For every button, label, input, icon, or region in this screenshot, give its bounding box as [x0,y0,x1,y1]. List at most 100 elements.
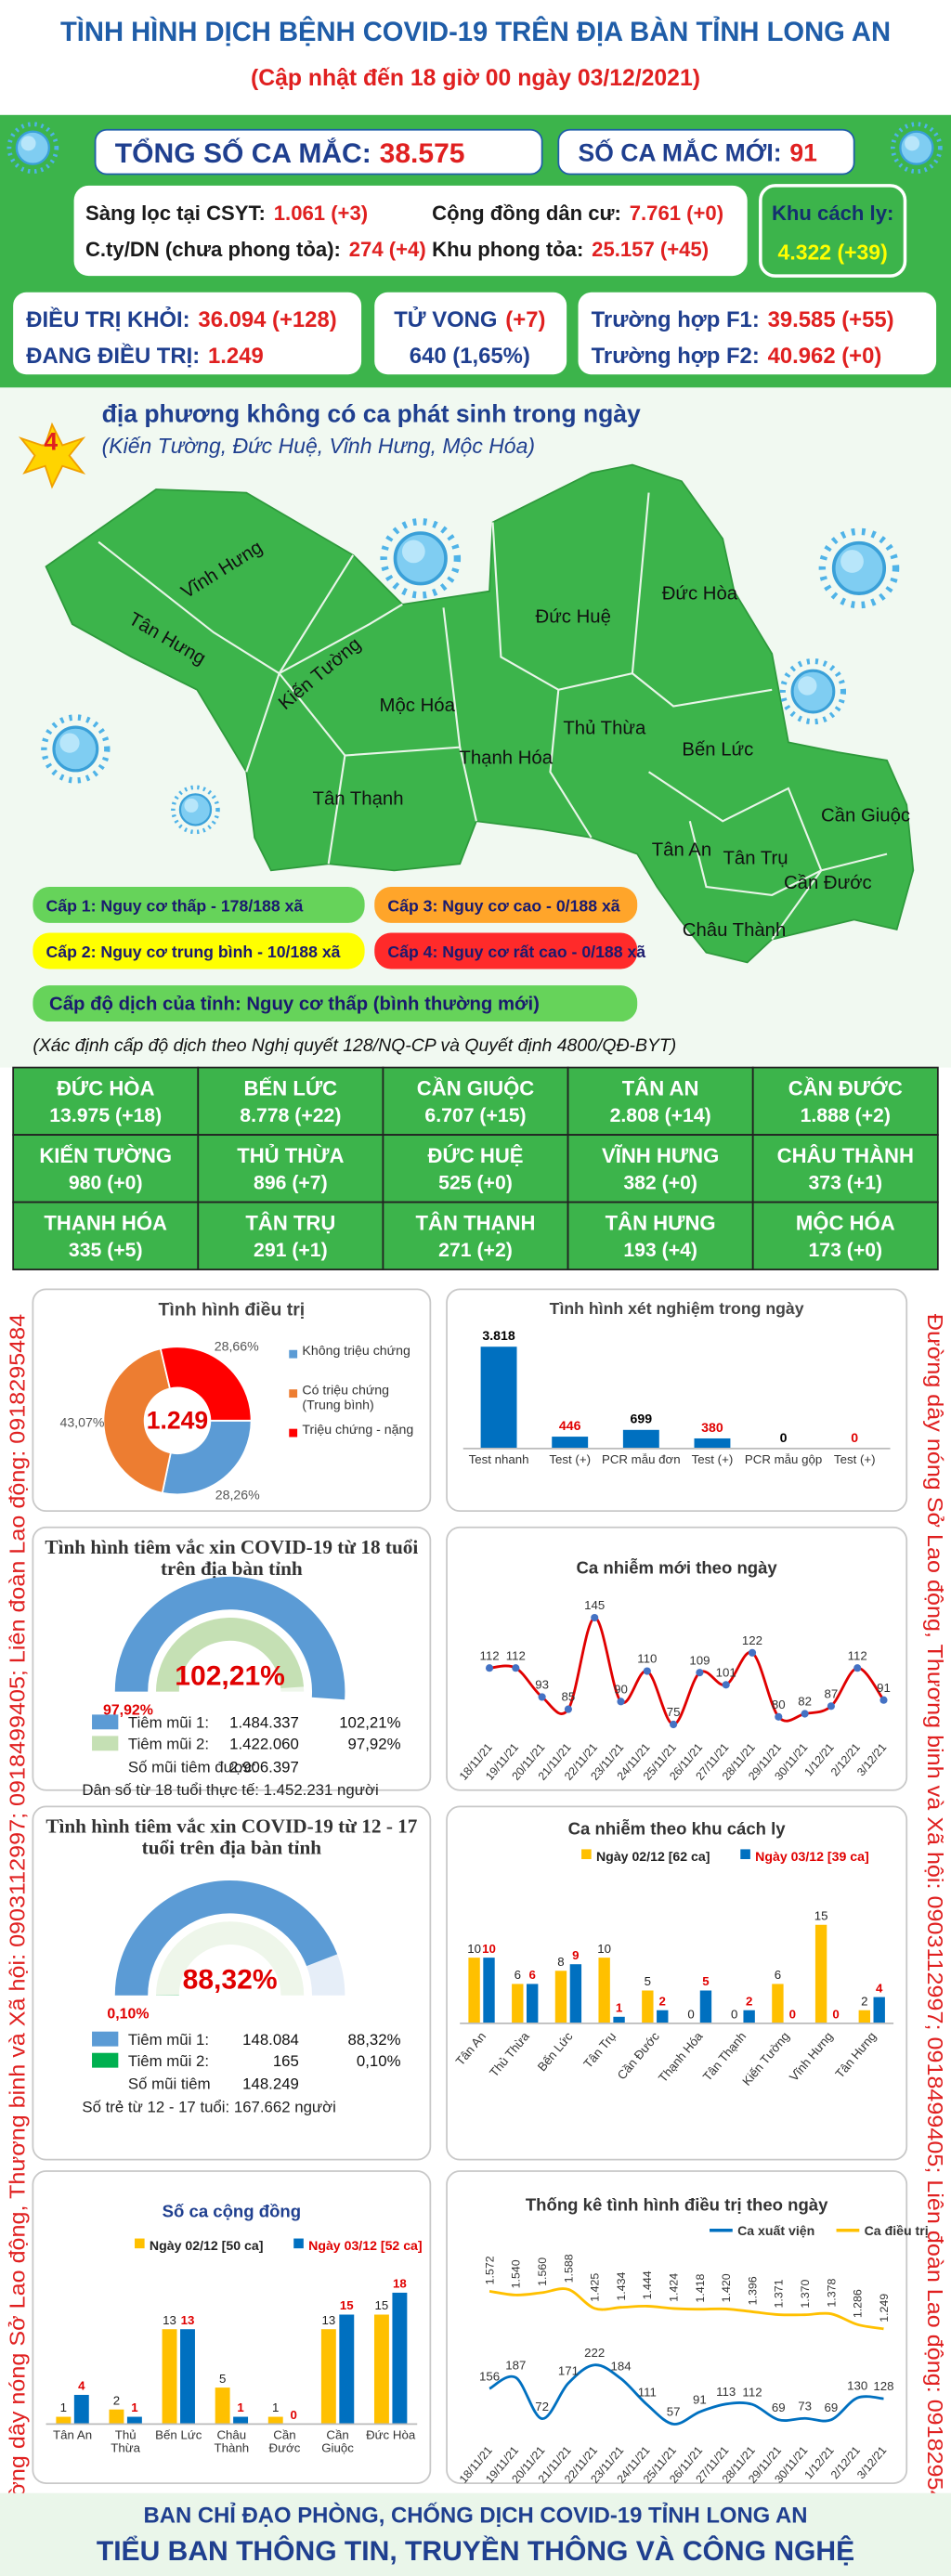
point-label: 57 [667,2405,681,2419]
district-border [459,747,477,822]
district-cell [12,1201,200,1270]
point-label: 1.425 [589,2273,602,2302]
point-label: 112 [479,1648,499,1662]
point-label: 1.540 [510,2259,523,2288]
bar-label: 18 [393,2277,407,2291]
bar-label: 13 [321,2313,335,2327]
bar [468,1958,480,2023]
title: TÌNH HÌNH DỊCH BỆNH COVID-19 TRÊN ĐỊA BÀ… [60,16,891,47]
point-label: 113 [716,2385,736,2399]
x-tick-label: Bến Lức [155,2428,202,2442]
district-value: 193 (+4) [623,1240,697,1261]
bar-label: 0 [780,1430,788,1445]
district-value: 980 (+0) [69,1172,143,1193]
locality-count: 4 [44,428,58,456]
new-box [557,128,855,176]
stat-value: 1.249 [208,344,264,369]
x-tick-label: Cần Đước [268,2428,301,2456]
bar [873,1997,885,2023]
district-name: BẾN LỨC [244,1077,338,1100]
bar [56,2416,72,2425]
bar-label: 10 [597,1942,611,1956]
point-label: 93 [535,1678,549,1692]
legend-label: Không triệu chứng [302,1345,410,1359]
legend-swatch [289,1389,298,1399]
bar-label: 5 [645,1974,651,1988]
x-tick-label-box: Test nhanh [469,1453,529,1466]
stat-label: Khu phong tỏa: [432,238,583,261]
district-name: THẠNH HÓA [44,1212,167,1235]
stat-label: Cộng đồng dân cư: [432,202,621,225]
point-label: 156 [479,2369,500,2383]
bar-label: 10 [467,1942,481,1956]
row-name: Tiêm mũi 1: [128,2031,209,2049]
locality-names: (Kiến Tường, Đức Huệ, Vĩnh Hưng, Mộc Hóa… [102,434,535,458]
bar-label: 1 [272,2400,279,2414]
point-label: 1.418 [694,2274,707,2303]
x-tick-label: Đức Hòa [366,2428,416,2442]
stat: C.ty/DN (chưa phong tỏa): 274 (+4) [85,238,426,261]
gauge-track [156,1921,305,1997]
x-tick-label-box: PCR mẫu đơn [602,1453,681,1466]
pie-center [144,1387,211,1454]
x-tick-label-box: Thủ Thừa [111,2429,140,2455]
district-name: THỦ THỪA [237,1144,344,1167]
legend-swatch [92,1714,119,1730]
row-percent: 102,21% [339,1714,400,1732]
marker [879,1696,888,1704]
map-label: Đức Hòa [662,584,738,605]
bar-label: 2 [659,1994,666,2008]
point-label: 222 [584,2346,605,2360]
bar-label: 0 [789,2008,796,2022]
point-label: 122 [742,1633,762,1647]
district-cell [751,1201,939,1270]
chart-title-box: Tình hình tiêm vắc xin COVID-19 từ 12 - … [46,1816,417,1859]
gauge-arc [114,1880,338,1997]
point-label: 87 [825,1686,839,1700]
x-tick-label-box: Bến Lức [155,2428,202,2442]
point-label: 82 [798,1695,812,1709]
gauge-arc [156,1618,305,1693]
legend-label: Ca xuất viện [737,2223,814,2238]
row-percent: 97,92% [348,1736,401,1753]
legend-swatch [92,1736,119,1751]
map-label: Tân Thạnh [313,789,404,810]
level-box [33,887,365,923]
district-cell [567,1066,754,1136]
stat-label: C.ty/DN (chưa phong tỏa): [85,238,341,261]
bar [126,2416,142,2425]
subtitle: (Cập nhật đến 18 giờ 00 ngày 03/12/2021) [251,66,700,91]
row-count: 1.422.060 [229,1736,299,1753]
legend-swatch [740,1849,750,1860]
total-box [94,128,543,176]
chart-title: Tình hình xét nghiệm trong ngày [550,1299,804,1318]
district-value: 525 (+0) [438,1172,513,1193]
x-tick-label-box: PCR mẫu gộp [745,1453,822,1466]
level-label: Cấp 4: Nguy cơ rất cao - 0/188 xã [387,943,645,961]
bar-label: 0 [832,2008,839,2022]
bar-label: 2 [746,1994,752,2008]
point-label: 1.378 [825,2279,838,2308]
row-count: 148.084 [242,2031,299,2049]
marker [591,1613,599,1622]
sources-box [73,185,748,277]
gauge-label: 0,10% [107,2007,149,2023]
bar-label: 8 [557,1955,564,1969]
marker [801,1710,809,1718]
legend-label: Ngày 02/12 [50 ca] [150,2238,263,2253]
point-label: 187 [505,2358,526,2372]
bar-label: 9 [572,1948,579,1962]
x-tick-label-box: Châu Thành [215,2429,250,2455]
bar [554,1971,567,2023]
treatment-box [13,292,362,375]
bar [162,2329,177,2425]
district-value: 13.975 (+18) [49,1105,162,1126]
point-label: 69 [825,2400,839,2414]
district-border [632,672,773,708]
district-border [688,821,888,896]
stat-value: 36.094 (+128) [198,307,336,332]
district-cell [567,1201,754,1270]
district-cell [382,1134,569,1203]
